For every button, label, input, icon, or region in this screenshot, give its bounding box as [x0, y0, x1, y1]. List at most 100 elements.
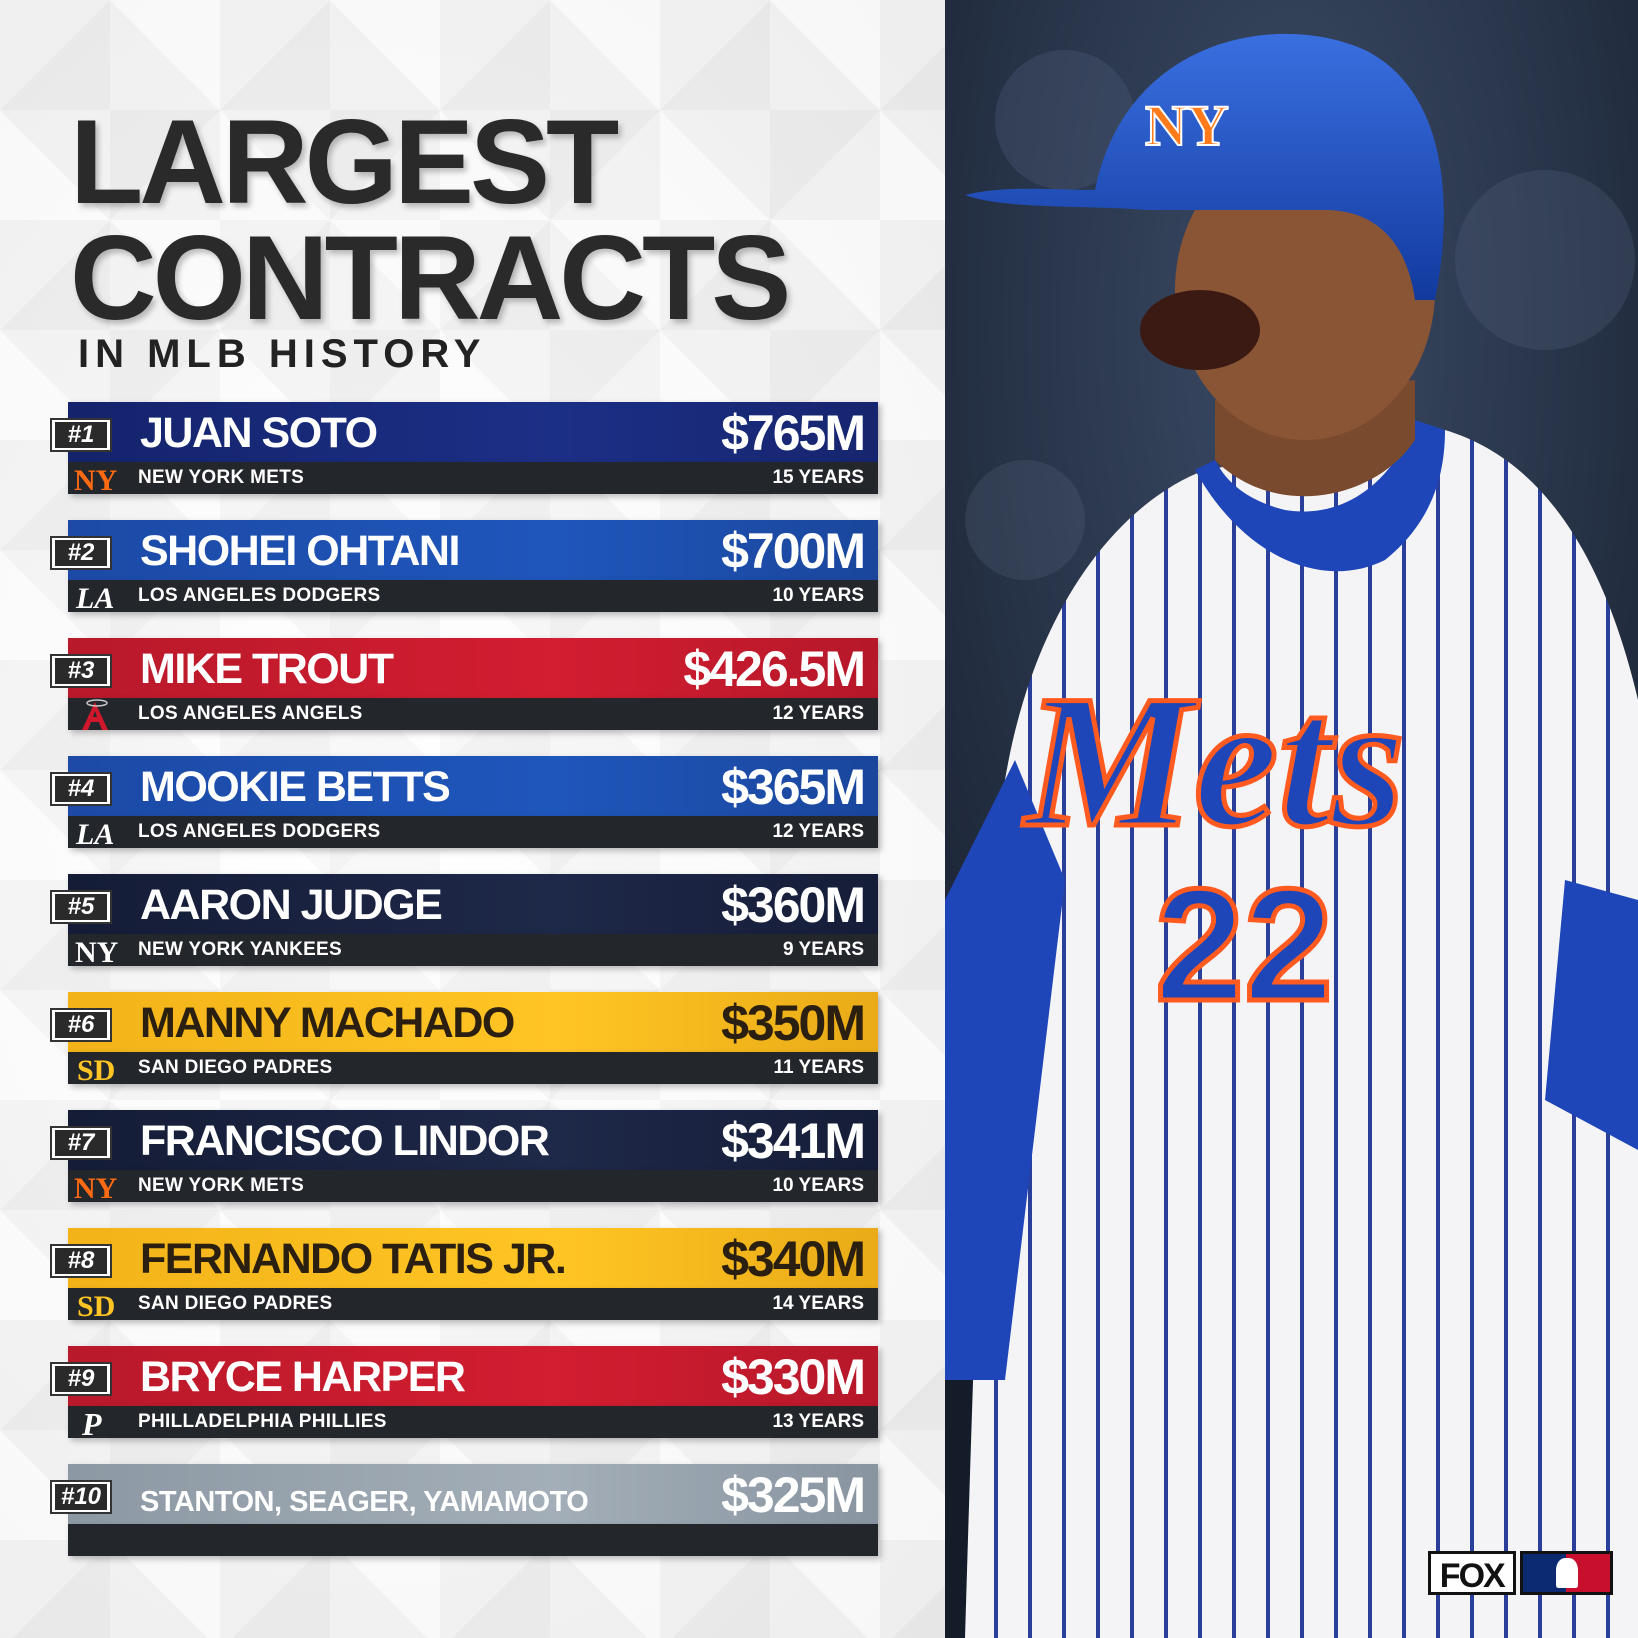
contract-amount: $340M: [721, 1231, 866, 1287]
row-bar: [68, 874, 878, 934]
angels-logo-icon: [82, 699, 108, 730]
team-bar: [68, 1288, 878, 1320]
contract-row-4: #4 MOOKIE BETTS $365M LA LOS ANGELES DOD…: [50, 756, 880, 850]
contract-years: 12 YEARS: [772, 703, 864, 724]
row-bar: [68, 1110, 878, 1170]
contract-amount: $350M: [721, 995, 866, 1051]
phillies-logo-icon: P: [81, 1406, 102, 1440]
player-illustration: NY Mets 22: [945, 0, 1638, 1638]
contract-row-6: #6 MANNY MACHADO $350M SD SAN DIEGO PADR…: [50, 992, 880, 1086]
player-name: MANNY MACHADO: [140, 999, 515, 1047]
team-name: LOS ANGELES ANGELS: [138, 703, 363, 724]
mets-logo-icon: NY: [74, 464, 118, 496]
team-name: SAN DIEGO PADRES: [138, 1057, 333, 1078]
rank-badge: #4: [50, 772, 112, 806]
contract-amount: $700M: [721, 523, 866, 579]
team-name: SAN DIEGO PADRES: [138, 1293, 333, 1314]
row-bar: [68, 1464, 878, 1524]
dodgers-logo-icon: LA: [75, 582, 114, 614]
team-name: LOS ANGELES DODGERS: [138, 821, 381, 842]
title-line-2: CONTRACTS: [70, 211, 791, 345]
team-bar: [68, 580, 878, 612]
team-bar: [68, 934, 878, 966]
jersey-number: 22: [1155, 855, 1333, 1034]
svg-text:SD: SD: [77, 1054, 115, 1086]
team-name: PHILLADELPHIA PHILLIES: [138, 1411, 387, 1432]
padres-logo-icon: SD: [77, 1290, 115, 1322]
contract-row-2: #2 SHOHEI OHTANI $700M LA LOS ANGELES DO…: [50, 520, 880, 614]
svg-text:P: P: [81, 1406, 102, 1440]
team-bar: [68, 1524, 878, 1556]
rank-badge: #1: [50, 418, 112, 452]
svg-text:LA: LA: [75, 818, 114, 850]
row-bar: [68, 402, 878, 462]
contract-row-3: #3 MIKE TROUT $426.5M LOS ANGELES ANGELS…: [50, 638, 880, 732]
subtitle: IN MLB HISTORY: [78, 332, 487, 376]
padres-logo-icon: SD: [77, 1054, 115, 1086]
svg-text:SD: SD: [77, 1290, 115, 1322]
rank-badge: #7: [50, 1126, 112, 1160]
rank-badge: #3: [50, 654, 112, 688]
helmet-logo: NY: [1145, 93, 1229, 158]
rank-badge: #2: [50, 536, 112, 570]
player-name: STANTON, SEAGER, YAMAMOTO: [140, 1486, 589, 1518]
rank-badge: #8: [50, 1244, 112, 1278]
contract-amount: $341M: [721, 1113, 866, 1169]
player-name: JUAN SOTO: [140, 409, 378, 457]
mlb-logo-icon: [1519, 1551, 1613, 1595]
mets-logo-icon: NY: [74, 1172, 118, 1204]
jersey-wordmark: Mets: [1022, 657, 1405, 867]
svg-text:NY: NY: [74, 464, 118, 496]
rank-badge: #9: [50, 1362, 112, 1396]
team-name: NEW YORK METS: [138, 1175, 305, 1196]
contract-years: 11 YEARS: [773, 1057, 864, 1078]
team-bar: [68, 1406, 878, 1438]
contract-row-5: #5 AARON JUDGE $360M NY NEW YORK YANKEES…: [50, 874, 880, 968]
contract-years: 9 YEARS: [783, 939, 864, 960]
team-bar: [68, 698, 878, 730]
row-bar: [68, 638, 878, 698]
contract-amount: $765M: [721, 405, 866, 461]
contract-row-10: #10 STANTON, SEAGER, YAMAMOTO $325M: [50, 1464, 880, 1558]
player-name: SHOHEI OHTANI: [140, 527, 460, 575]
team-bar: [68, 816, 878, 848]
contract-years: 15 YEARS: [772, 467, 864, 488]
fox-wordmark: FOX: [1428, 1551, 1516, 1595]
contract-row-1: #1 JUAN SOTO $765M NY NEW YORK METS 15 Y…: [50, 402, 880, 496]
contract-years: 12 YEARS: [772, 821, 864, 842]
contract-years: 10 YEARS: [772, 1175, 864, 1196]
rank-badge: #5: [50, 890, 112, 924]
svg-text:NY: NY: [74, 1172, 118, 1204]
player-name: MIKE TROUT: [140, 645, 394, 693]
contract-row-7: #7 FRANCISCO LINDOR $341M NY NEW YORK ME…: [50, 1110, 880, 1204]
contract-amount: $330M: [721, 1349, 866, 1405]
player-name: AARON JUDGE: [140, 881, 443, 929]
player-photo: NY Mets 22: [945, 0, 1638, 1638]
player-name: MOOKIE BETTS: [140, 763, 451, 811]
player-name: BRYCE HARPER: [140, 1353, 466, 1401]
contract-amount: $426.5M: [683, 641, 866, 697]
contract-row-9: #9 BRYCE HARPER $330M P PHILLADELPHIA PH…: [50, 1346, 880, 1440]
team-name: NEW YORK YANKEES: [138, 939, 343, 960]
yankees-logo-icon: NY: [75, 936, 118, 968]
team-bar: [68, 1170, 878, 1202]
row-bar: [68, 756, 878, 816]
team-bar: [68, 1052, 878, 1084]
fox-mlb-logo: FOX: [1428, 1551, 1613, 1595]
team-name: LOS ANGELES DODGERS: [138, 585, 381, 606]
svg-text:NY: NY: [75, 936, 118, 968]
contract-years: 13 YEARS: [772, 1411, 864, 1432]
dodgers-logo-icon: LA: [75, 818, 114, 850]
row-bar: [68, 1228, 878, 1288]
svg-text:LA: LA: [75, 582, 114, 614]
contract-years: 14 YEARS: [772, 1293, 864, 1314]
contract-amount: $360M: [721, 877, 866, 933]
contract-row-8: #8 FERNANDO TATIS JR. $340M SD SAN DIEGO…: [50, 1228, 880, 1322]
row-bar: [68, 992, 878, 1052]
contract-amount: $365M: [721, 759, 866, 815]
contract-years: 10 YEARS: [772, 585, 864, 606]
team-name: NEW YORK METS: [138, 467, 305, 488]
player-name: FRANCISCO LINDOR: [140, 1117, 550, 1165]
rank-badge: #6: [50, 1008, 112, 1042]
rank-badge: #10: [50, 1480, 112, 1514]
